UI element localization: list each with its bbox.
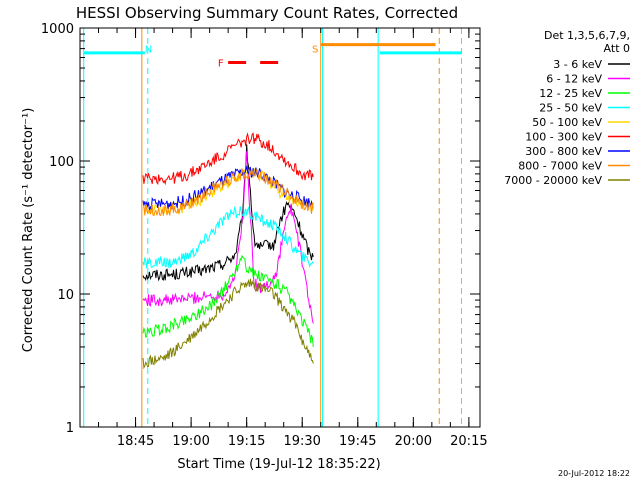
plot-area: N F S [83,28,462,427]
footer-timestamp: 20-Jul-2012 18:22 [558,469,630,478]
y-axis-label: Corrected Count Rate (s⁻¹ detector⁻¹) [21,108,36,353]
flag-marker-label: S [312,45,318,56]
legend-label: 300 - 800 keV [525,145,602,158]
y-tick-label: 10 [57,288,74,303]
series-line [142,278,314,370]
x-tick-label: 20:15 [450,434,487,449]
legend-label: 12 - 25 keV [539,87,602,100]
legend-label: 25 - 50 keV [539,102,602,115]
legend-label: 100 - 300 keV [525,131,602,144]
x-tick-label: 19:15 [228,434,265,449]
axes: 1 10 100 1000 18:45 19:00 19:15 19:30 19:45 20:00… [41,22,488,449]
series-line [142,151,314,324]
flag-marker-label: F [218,59,224,70]
legend-label: 6 - 12 keV [546,73,602,86]
series-line [142,205,314,269]
x-tick-label: 18:45 [117,434,154,449]
x-tick-label: 20:00 [395,434,432,449]
x-tick-label: 19:45 [339,434,376,449]
legend-label: 7000 - 20000 keV [504,174,602,187]
plot-frame [79,27,481,428]
series-line [142,168,314,217]
series-line [142,132,314,186]
flag-marker-label: N [145,45,152,56]
legend-header-line-2: Att 0 [604,42,630,55]
chart-title: HESSI Observing Summary Count Rates, Cor… [76,4,458,22]
y-tick-label: 100 [49,155,74,170]
legend-label: 50 - 100 keV [532,116,602,129]
x-tick-label: 19:00 [172,434,209,449]
y-tick-label: 1 [66,421,74,436]
legend-header-line-1: Det 1,3,5,6,7,9, [544,29,630,42]
legend-label: 800 - 7000 keV [518,160,602,173]
y-tick-label: 1000 [41,22,74,37]
series-line [142,254,314,347]
series-line [142,144,314,282]
x-tick-label: 19:30 [283,434,320,449]
x-axis-label: Start Time (19-Jul-12 18:35:22) [177,457,380,472]
legend-label: 3 - 6 keV [553,58,602,71]
legend: Det 1,3,5,6,7,9, Att 0 3 - 6 keV 6 - 12 k… [504,29,630,187]
